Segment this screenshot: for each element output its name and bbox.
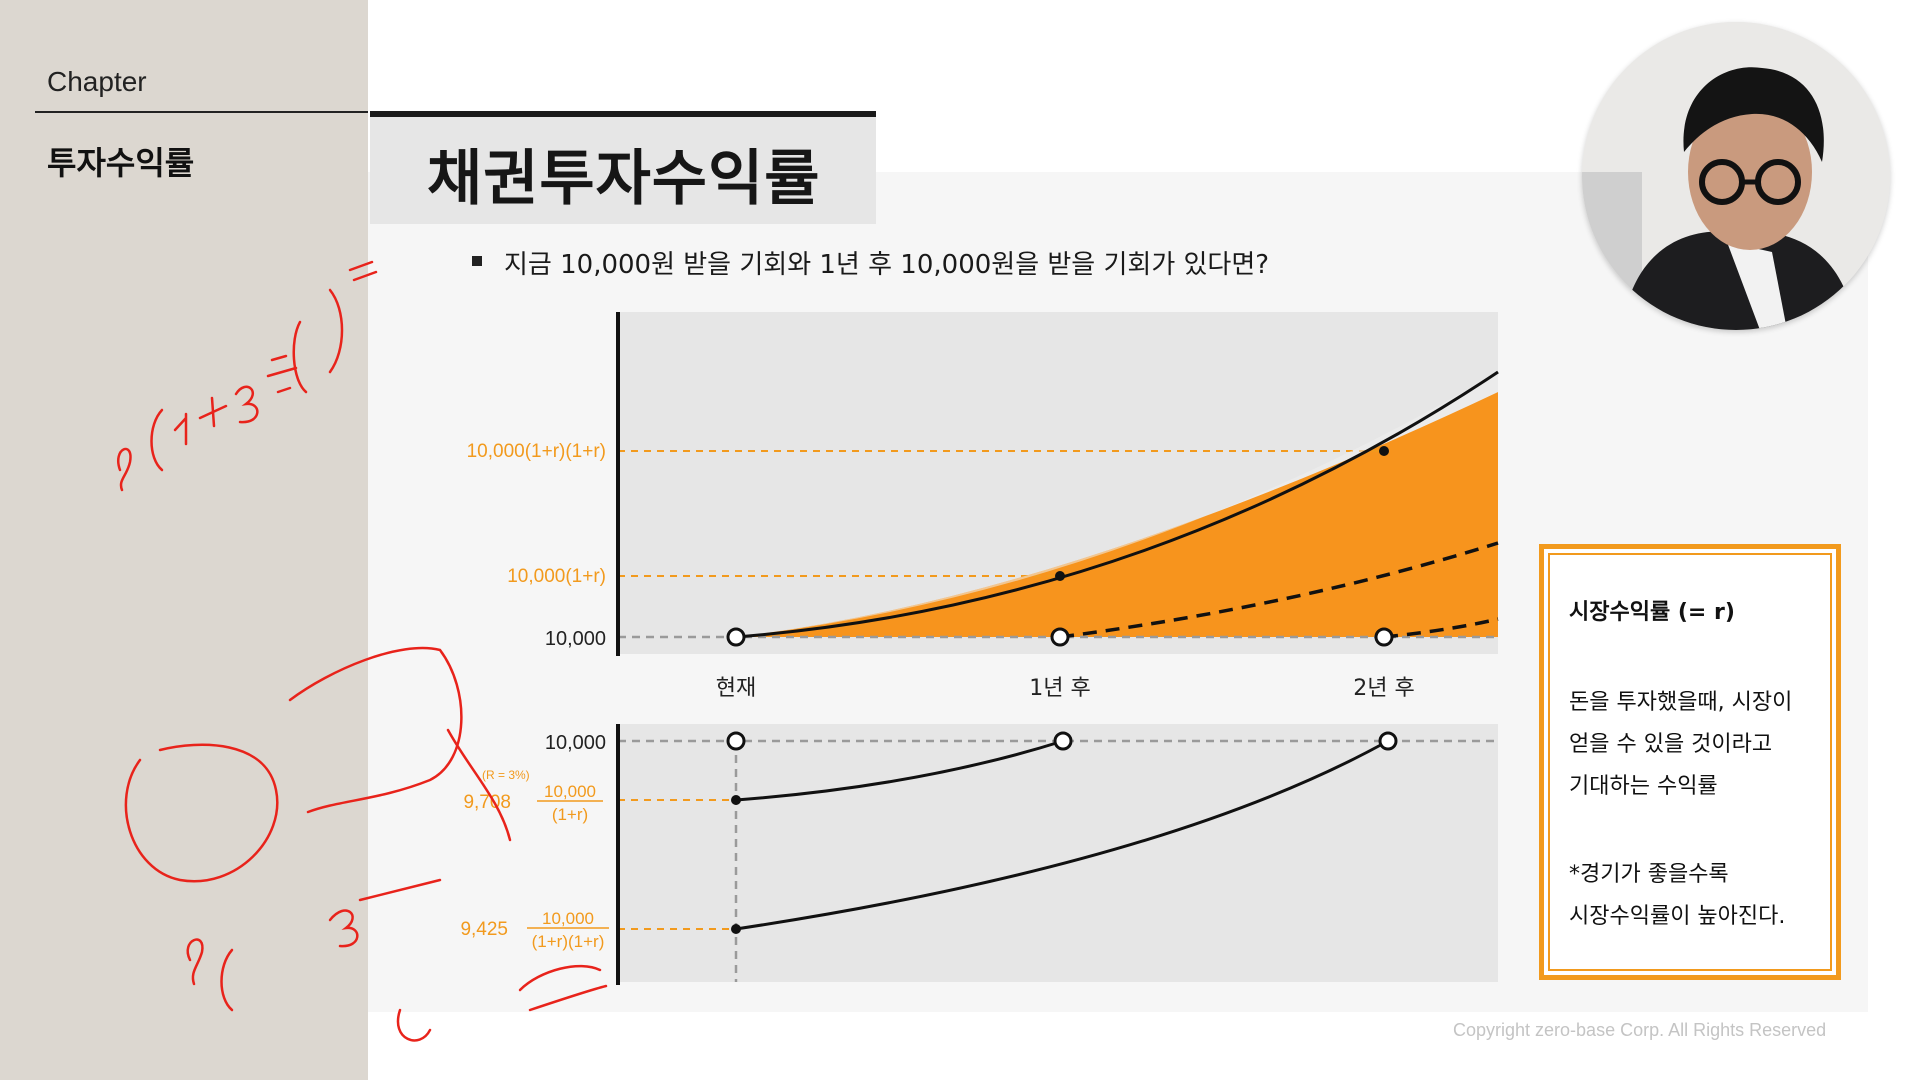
point-1y-start: [1050, 627, 1070, 647]
copyright-footer: Copyright zero-base Corp. All Rights Res…: [1453, 1020, 1827, 1040]
info-box-title: 시장수익률 (= r): [1569, 600, 1735, 625]
tick-label-1y: 10,000(1+r): [507, 566, 606, 587]
sidebar: [0, 0, 368, 1080]
point-1y-value: [1055, 571, 1065, 581]
info-box-line-2: 얻을 수 있을 것이라고: [1569, 732, 1773, 757]
point-now: [726, 627, 746, 647]
tick-label-2y: 10,000(1+r)(1+r): [467, 441, 606, 462]
handwriting-three-2: [328, 909, 359, 948]
info-box-inner-border: [1548, 553, 1832, 971]
presenter-shirt: [1727, 242, 1787, 330]
handwritten-annotations: [117, 260, 608, 1042]
point-ref-now: [726, 731, 746, 751]
page-title: 채권투자수익률: [427, 144, 821, 214]
question-text: 지금 10,000원 받을 기회와 1년 후 10,000원을 받을 기회가 있…: [504, 250, 1270, 280]
category-now: 현재: [716, 676, 756, 701]
series-growth-from-2y: [1383, 617, 1499, 639]
growth-area-fill: [736, 392, 1498, 637]
handwriting-box: [288, 646, 463, 814]
info-box-line-4: *경기가 좋을수록: [1569, 862, 1729, 887]
tick-label-9708: 9,708: [463, 792, 511, 813]
point-ref-2y: [1378, 731, 1398, 751]
handwriting-stroke-3: [396, 1008, 432, 1042]
tick-label-ref: 10,000: [545, 732, 606, 754]
future-value-chart: 10,000(1+r)(1+r) 10,000(1+r) 10,000 현재 1…: [467, 312, 1499, 701]
handwriting-paren: [150, 408, 164, 472]
handwriting-stroke-2: [446, 728, 512, 842]
chapter-label: Chapter: [47, 66, 147, 97]
category-2y: 2년 후: [1353, 676, 1414, 701]
chart-plot-area-2: [618, 724, 1498, 982]
point-pv-9425: [731, 924, 741, 934]
handwriting-paren-2: [292, 320, 308, 394]
present-value-chart: 10,000 (R = 3%) 9,708 9,425 10,000 (1+r)…: [460, 724, 1498, 985]
presenter-face: [1688, 94, 1812, 250]
handwriting-underline: [358, 878, 442, 902]
info-box-line-5: 시장수익률이 높아진다.: [1569, 904, 1786, 929]
info-box-line-1: 돈을 투자했을때, 시장이: [1569, 690, 1793, 715]
presenter-hair: [1683, 67, 1824, 162]
fraction-2-numerator: 10,000: [542, 909, 594, 928]
handwriting-number: [518, 964, 608, 1012]
handwriting-three: [234, 385, 259, 424]
point-2y-start: [1374, 627, 1394, 647]
point-2y-value: [1379, 446, 1389, 456]
bullet-icon: [472, 256, 482, 266]
fraction-2-denominator: (1+r)(1+r): [532, 932, 605, 951]
fraction-1-numerator: 10,000: [544, 782, 596, 801]
handwriting-plus: [198, 396, 228, 428]
title-banner: [370, 112, 876, 224]
point-pv-9708: [731, 795, 741, 805]
info-box: [1539, 544, 1841, 980]
presenter-figure: [1582, 22, 1890, 330]
series-growth-from-1y: [1059, 541, 1499, 639]
category-1y: 1년 후: [1029, 676, 1090, 701]
handwriting-circle: [124, 743, 279, 883]
tick-label-9425: 9,425: [460, 919, 508, 940]
presenter-jacket: [1622, 231, 1857, 330]
handwriting-percent: [266, 354, 298, 394]
rate-note: (R = 3%): [482, 768, 530, 782]
webcam-overlay: [1582, 22, 1890, 330]
chapter-topic: 투자수익률: [47, 144, 195, 182]
title-rule: [370, 111, 876, 117]
tick-label-base: 10,000: [545, 628, 606, 650]
handwriting-equals: [348, 260, 378, 282]
handwriting-stroke: [173, 412, 188, 446]
series-discount-1y: [735, 739, 1064, 802]
series-discount-2y: [735, 739, 1389, 931]
handwriting-question-mark-2: [186, 938, 204, 986]
sidebar-divider: [35, 111, 368, 113]
fraction-1-denominator: (1+r): [552, 805, 588, 824]
handwriting-paren-3: [328, 288, 344, 374]
handwriting-paren-4: [220, 948, 234, 1012]
handwriting-question-mark: [117, 447, 132, 492]
series-growth-from-now: [735, 370, 1499, 639]
info-box-line-3: 기대하는 수익률: [1569, 774, 1718, 799]
point-ref-1y: [1053, 731, 1073, 751]
